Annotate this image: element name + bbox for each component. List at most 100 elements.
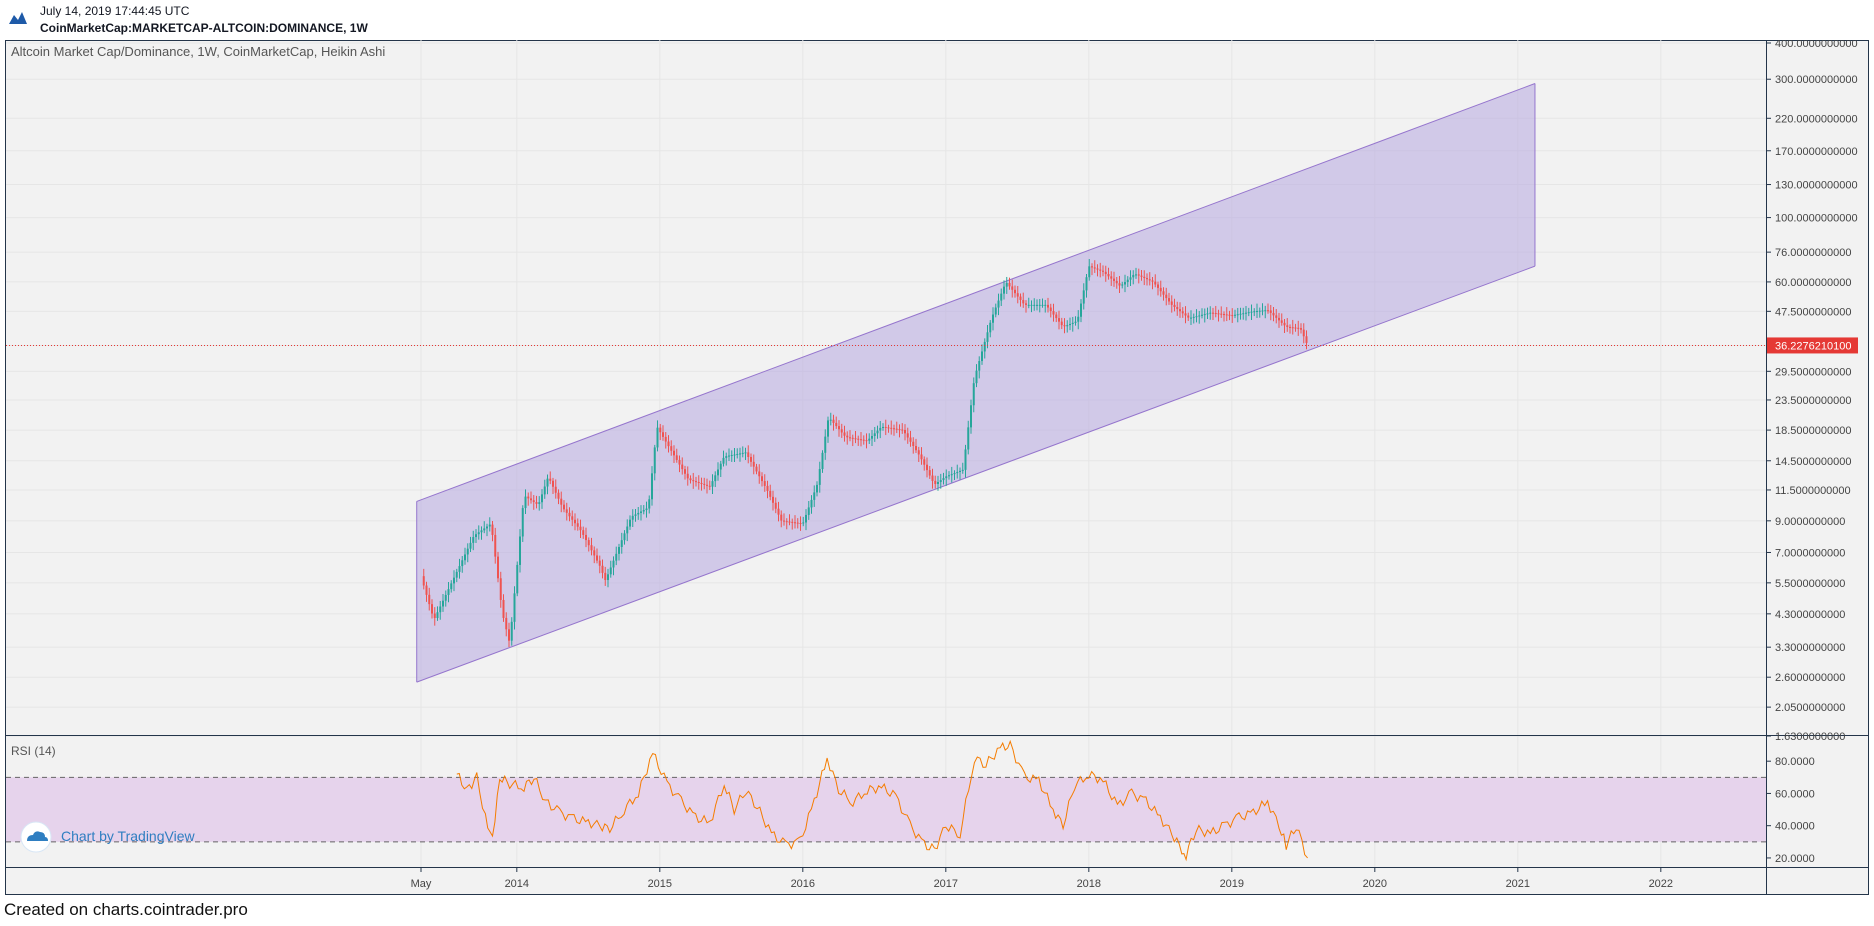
candle-body-181 — [920, 454, 923, 460]
candle-body-84 — [653, 447, 656, 474]
candle-body-288 — [1214, 312, 1217, 314]
rsi-tick-label-1: 60.0000 — [1775, 788, 1815, 800]
price-tick-label-20: 2.6000000000 — [1775, 672, 1845, 684]
price-tick-label-2: 220.0000000000 — [1775, 113, 1858, 125]
tradingview-watermark[interactable]: Chart by TradingView — [20, 821, 195, 853]
candle-body-275 — [1179, 309, 1181, 312]
candle-body-57 — [579, 526, 582, 531]
candle-body-44 — [543, 486, 546, 495]
price-tick-label-4: 130.0000000000 — [1775, 180, 1858, 192]
candle-body-265 — [1151, 280, 1154, 282]
candle-body-268 — [1159, 287, 1162, 292]
candle-body-34 — [516, 564, 519, 594]
time-tick-label-0: May — [411, 878, 432, 890]
candle-body-267 — [1157, 284, 1159, 288]
candle-body-280 — [1192, 316, 1195, 318]
candle-body-124 — [763, 481, 766, 486]
rsi-band — [6, 777, 1766, 842]
candle-body-312 — [1280, 320, 1283, 323]
candle-body-18 — [472, 537, 475, 543]
candle-body-211 — [1003, 286, 1005, 294]
candle-body-180 — [917, 450, 920, 455]
price-tick-label-18: 4.3000000000 — [1775, 609, 1845, 621]
price-axis[interactable]: 400.0000000000 300.0000000000 220.00000000… — [1766, 40, 1858, 743]
candle-body-53 — [568, 512, 571, 517]
candle-body-128 — [774, 502, 777, 509]
candle-body-197 — [964, 449, 967, 470]
candle-body-274 — [1176, 306, 1179, 310]
candle-body-69 — [612, 560, 615, 568]
candle-body-65 — [601, 565, 604, 573]
candle-body-251 — [1113, 278, 1115, 281]
candle-body-285 — [1206, 313, 1209, 315]
candle-body-252 — [1115, 280, 1118, 284]
candle-body-215 — [1014, 289, 1016, 294]
candle-body-7 — [442, 600, 444, 607]
candle-body-60 — [587, 540, 590, 546]
time-axis[interactable]: May 2014 2015 2016 2017 2018 2019 2020 2021 2022 — [411, 867, 1673, 890]
candle-body-149 — [832, 419, 835, 423]
candle-body-166 — [879, 427, 882, 431]
price-tick-label-8: 47.5000000000 — [1775, 306, 1851, 318]
candle-body-171 — [893, 428, 895, 430]
candle-body-97 — [689, 478, 692, 481]
candle-body-237 — [1074, 321, 1077, 323]
candle-body-91 — [673, 450, 675, 456]
candle-body-289 — [1217, 313, 1220, 315]
candle-body-1 — [425, 585, 428, 595]
candle-body-256 — [1126, 279, 1129, 283]
candle-body-248 — [1104, 271, 1107, 275]
chart-canvas[interactable]: Altcoin Market Cap/Dominance, 1W, CoinMa… — [0, 40, 1874, 896]
candle-body-29 — [502, 599, 505, 618]
candle-body-230 — [1055, 314, 1058, 319]
candle-body-145 — [821, 452, 824, 470]
candle-body-233 — [1063, 325, 1066, 327]
candle-body-25 — [491, 524, 494, 535]
candle-body-163 — [871, 435, 873, 439]
candle-body-157 — [854, 438, 857, 440]
candle-body-85 — [656, 427, 659, 448]
candle-body-270 — [1165, 294, 1168, 299]
candle-body-156 — [851, 437, 854, 439]
candle-body-39 — [530, 498, 532, 501]
candle-body-120 — [752, 461, 755, 467]
candle-body-105 — [711, 481, 714, 487]
candle-body-232 — [1060, 321, 1063, 326]
rsi-axis[interactable]: 80.0000 60.0000 40.0000 20.0000 — [1766, 756, 1815, 865]
candle-body-183 — [926, 464, 928, 471]
candle-body-16 — [466, 548, 469, 555]
candle-body-203 — [981, 351, 983, 362]
candle-body-243 — [1091, 266, 1093, 268]
candle-body-111 — [728, 455, 730, 457]
candle-body-14 — [461, 560, 464, 567]
price-tick-label-10: 29.5000000000 — [1775, 366, 1851, 378]
candle-body-317 — [1294, 327, 1297, 329]
candle-body-103 — [706, 484, 708, 486]
watermark-text[interactable]: Chart by TradingView — [61, 828, 195, 844]
candle-body-130 — [780, 514, 783, 521]
candle-body-228 — [1049, 307, 1052, 312]
candle-body-81 — [645, 508, 648, 511]
candle-body-47 — [552, 480, 554, 487]
candle-body-225 — [1041, 304, 1044, 306]
candle-body-32 — [510, 621, 513, 641]
candle-body-155 — [849, 437, 851, 439]
candle-body-17 — [469, 542, 472, 549]
time-tick-label-6: 2019 — [1220, 878, 1244, 890]
candle-body-226 — [1044, 304, 1047, 306]
candle-body-198 — [967, 427, 970, 450]
candle-body-291 — [1223, 314, 1225, 316]
candle-body-112 — [730, 455, 733, 457]
candle-body-36 — [521, 508, 524, 537]
candle-body-307 — [1267, 310, 1269, 312]
price-tick-label-11: 23.5000000000 — [1775, 395, 1851, 407]
candle-body-271 — [1168, 298, 1170, 302]
candle-body-305 — [1261, 310, 1264, 312]
candle-body-161 — [865, 440, 868, 442]
candle-body-272 — [1170, 301, 1173, 305]
candle-body-192 — [950, 474, 953, 476]
candle-body-125 — [766, 485, 769, 491]
candle-body-142 — [813, 492, 816, 500]
candle-body-131 — [783, 520, 785, 522]
candle-body-189 — [942, 478, 945, 481]
